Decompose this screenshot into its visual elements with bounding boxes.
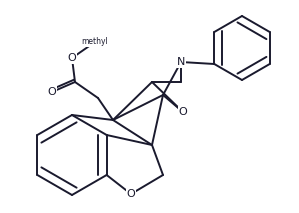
Text: O: O bbox=[68, 53, 76, 63]
Text: methyl: methyl bbox=[82, 37, 108, 46]
Text: N: N bbox=[177, 57, 185, 67]
Text: O: O bbox=[126, 189, 135, 199]
Text: O: O bbox=[48, 87, 57, 97]
Text: O: O bbox=[179, 107, 187, 117]
